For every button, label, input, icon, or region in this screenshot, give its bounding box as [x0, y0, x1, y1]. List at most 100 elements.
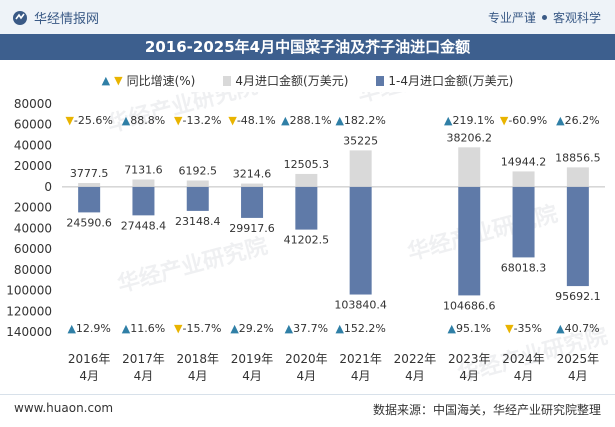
ytd-value-label: 68018.3: [501, 261, 547, 274]
ytd-bar: [132, 186, 155, 216]
april-growth-label: ▲288.1%: [281, 114, 331, 127]
april-growth-label: ▼-60.9%: [500, 114, 547, 127]
x-tick-label-month: 4月: [134, 369, 154, 383]
brand-logo-icon: [13, 10, 27, 25]
april-growth-label: ▼-25.6%: [65, 114, 112, 127]
ytd-value-label: 103840.4: [334, 299, 387, 312]
april-bar: [349, 150, 372, 187]
y-tick-label: 40000: [14, 221, 52, 235]
april-bar: [458, 147, 481, 187]
y-tick-label: 80000: [14, 97, 52, 111]
legend-april: 4月进口金额(万美元): [223, 72, 348, 89]
x-tick-label-month: 4月: [188, 369, 208, 383]
ytd-growth-label: ▲12.9%: [67, 322, 110, 335]
x-tick-label-year: 2018年: [176, 352, 219, 366]
y-tick-label: 140000: [6, 325, 52, 339]
x-tick-label-year: 2025年: [557, 352, 600, 366]
ytd-bar: [186, 186, 209, 211]
x-tick-label-month: 4月: [79, 369, 99, 383]
watermark-text: 华经产业研究院: [115, 233, 270, 298]
chart-title: 2016-2025年4月中国菜子油及芥子油进口金额: [0, 34, 615, 60]
x-tick-label-year: 2020年: [285, 352, 328, 366]
x-tick-label-year: 2022年: [394, 352, 437, 366]
april-growth-label: ▲88.8%: [122, 114, 165, 127]
y-tick-label: 0: [44, 180, 52, 194]
footer-divider: [0, 394, 615, 395]
y-tick-label: 60000: [14, 242, 52, 256]
legend-ytd: 1-4月进口金额(万美元): [376, 72, 513, 89]
april-growth-label: ▲182.2%: [335, 114, 385, 127]
ytd-bar: [295, 186, 318, 230]
legend-april-swatch: [223, 75, 232, 86]
x-tick-label-year: 2024年: [502, 352, 545, 366]
footer-source: 数据来源：中国海关，华经产业研究院整理: [372, 403, 601, 417]
april-growth-label: ▲26.2%: [556, 114, 599, 127]
april-bar: [295, 173, 318, 187]
y-tick-label: 100000: [6, 284, 52, 298]
april-value-label: 38206.2: [447, 131, 493, 144]
watermark-text: 华经产业研究院: [405, 201, 560, 266]
legend-ytd-swatch: [376, 75, 385, 86]
legend-april-label: 4月进口金额(万美元): [235, 74, 349, 88]
y-tick-label: 80000: [14, 263, 52, 277]
dot-separator: [541, 15, 547, 20]
ytd-value-label: 23148.4: [175, 215, 221, 228]
ytd-growth-label: ▲11.6%: [122, 322, 165, 335]
ytd-growth-label: ▲95.1%: [448, 322, 491, 335]
brand-name: 华经情报网: [34, 12, 100, 27]
ytd-bar: [458, 186, 481, 296]
april-value-label: 35225: [343, 134, 378, 147]
ytd-growth-label: ▼-35%: [505, 322, 542, 335]
ytd-value-label: 29917.6: [229, 222, 275, 235]
ytd-bar: [566, 186, 589, 287]
april-bar: [241, 183, 264, 187]
ytd-value-label: 41202.5: [284, 234, 330, 247]
y-tick-label: 40000: [14, 138, 52, 152]
april-value-label: 6192.5: [179, 164, 218, 177]
brand: 华经情报网: [12, 8, 99, 27]
x-tick-label-year: 2023年: [448, 352, 491, 366]
april-bar: [78, 182, 101, 187]
x-tick-label-year: 2016年: [68, 352, 111, 366]
x-tick-label-month: 4月: [568, 369, 588, 383]
x-tick-label-month: 4月: [459, 369, 479, 383]
april-bar: [566, 167, 589, 187]
ytd-bar: [241, 186, 264, 218]
ytd-growth-label: ▲29.2%: [230, 322, 273, 335]
april-growth-label: ▼-13.2%: [174, 114, 221, 127]
ytd-growth-label: ▲152.2%: [335, 322, 385, 335]
x-tick-label-year: 2021年: [339, 352, 382, 366]
april-value-label: 3777.5: [70, 167, 109, 180]
ytd-growth-label: ▲37.7%: [285, 322, 328, 335]
tagline: 专业严谨 客观科学: [488, 9, 601, 26]
x-tick-label-year: 2017年: [122, 352, 165, 366]
top-bar: 华经情报网 专业严谨 客观科学: [0, 0, 615, 35]
april-bar: [512, 171, 535, 187]
ytd-growth-label: ▼-15.7%: [174, 322, 221, 335]
legend-growth-label: 同比增速(%): [126, 74, 196, 88]
x-tick-label-month: 4月: [242, 369, 262, 383]
watermark-text: 华经产业研究院: [355, 92, 510, 108]
april-value-label: 14944.2: [501, 155, 547, 168]
up-triangle-icon: ▲: [101, 74, 111, 87]
april-value-label: 12505.3: [284, 158, 330, 171]
ytd-growth-label: ▲40.7%: [556, 322, 599, 335]
april-growth-label: ▲219.1%: [444, 114, 494, 127]
footer-url[interactable]: www.huaon.com: [14, 401, 114, 415]
april-bar: [186, 180, 209, 187]
y-tick-label: 20000: [14, 159, 52, 173]
ytd-value-label: 24590.6: [66, 216, 112, 229]
april-value-label: 3214.6: [233, 168, 272, 181]
x-tick-label-month: 4月: [297, 369, 317, 383]
x-tick-label-month: 4月: [514, 369, 534, 383]
april-growth-label: ▼-48.1%: [228, 114, 275, 127]
tag-1: 专业严谨: [487, 11, 536, 25]
x-tick-label-month: 4月: [351, 369, 371, 383]
y-tick-label: 20000: [14, 201, 52, 215]
ytd-value-label: 27448.4: [121, 219, 167, 232]
ytd-bar: [78, 186, 101, 213]
down-triangle-icon: ▼: [114, 74, 123, 87]
legend-growth: ▲ ▼ 同比增速(%): [102, 72, 196, 89]
ytd-value-label: 95692.1: [555, 290, 601, 303]
